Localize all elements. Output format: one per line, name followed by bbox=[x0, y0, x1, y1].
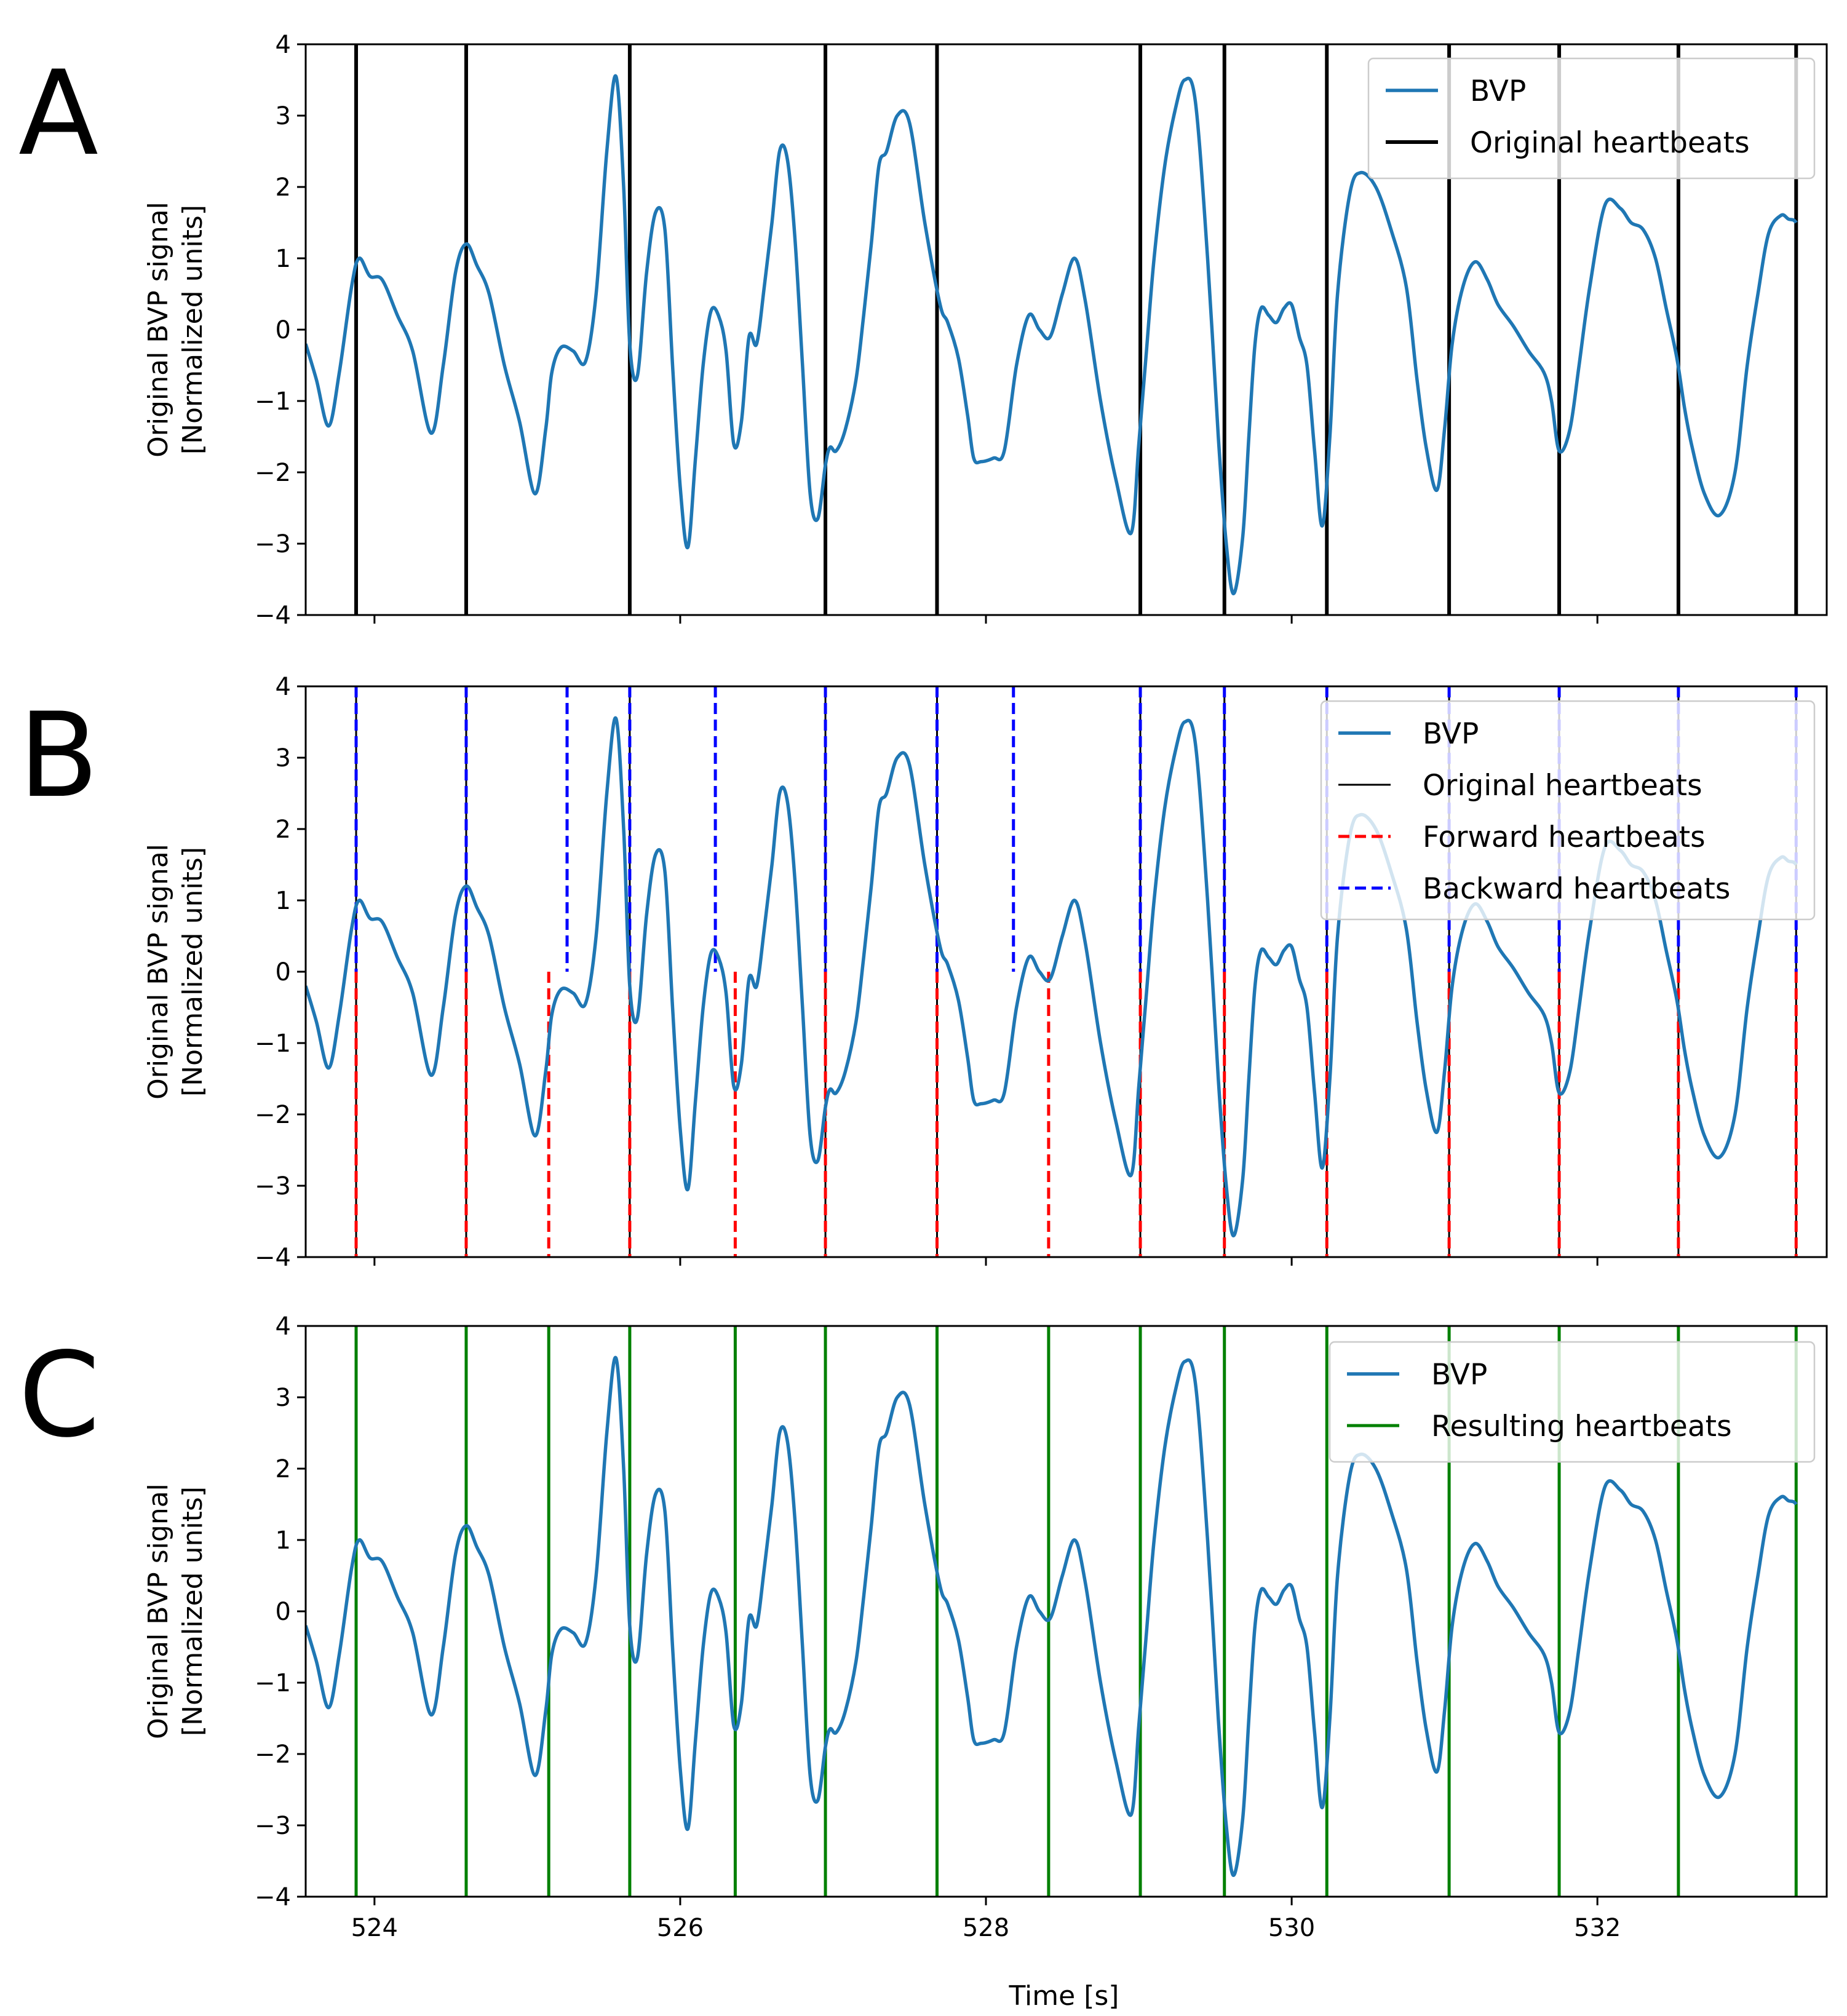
x-tick-label: 524 bbox=[351, 1914, 398, 1942]
x-tick-label: 530 bbox=[1268, 1914, 1315, 1942]
x-tick-label: 526 bbox=[657, 1914, 704, 1942]
y-tick-label: 0 bbox=[276, 316, 291, 344]
y-tick-label: 3 bbox=[276, 744, 291, 772]
bvp-line bbox=[306, 716, 1798, 1237]
plot-frame bbox=[304, 43, 1828, 616]
y-tick-label: 3 bbox=[276, 102, 291, 130]
panel-b: B −4 −3 −2 −1 0 1 2 3 4 Original BVP signal [Normal… bbox=[18, 673, 1828, 1272]
y-axis-label-units: [Normalized units] bbox=[177, 1486, 209, 1736]
y-tick-label: 4 bbox=[276, 1312, 291, 1341]
y-tick-label: −1 bbox=[255, 387, 291, 416]
bvp-line bbox=[306, 74, 1798, 595]
x-tick-label: 528 bbox=[963, 1914, 1009, 1942]
legend-label: BVP bbox=[1423, 717, 1479, 751]
y-tick-label: 4 bbox=[276, 31, 291, 59]
y-axis-label-units: [Normalized units] bbox=[177, 205, 209, 454]
y-tick-label: 2 bbox=[276, 1455, 291, 1483]
legend-label: BVP bbox=[1470, 74, 1526, 108]
legend-label: Original heartbeats bbox=[1423, 769, 1702, 803]
x-axis-label: Time [s] bbox=[1009, 1980, 1119, 2012]
y-tick-label: 2 bbox=[276, 816, 291, 844]
y-tick-label: −2 bbox=[255, 459, 291, 487]
legend-label: Original heartbeats bbox=[1470, 126, 1750, 160]
y-tick-label: 0 bbox=[276, 1598, 291, 1626]
panel-c: C −4 −3 −2 −1 0 1 2 3 4 524 526 528 530 532 Original BV… bbox=[18, 1312, 1828, 1942]
y-tick-label: −2 bbox=[255, 1740, 291, 1769]
panel-letter: C bbox=[18, 1327, 100, 1463]
y-tick-label: −4 bbox=[255, 601, 291, 630]
panel-a: A −4 −3 −2 −1 0 1 2 3 4 Original BVP signal [Normal… bbox=[18, 31, 1828, 630]
y-tick-label: 1 bbox=[276, 887, 291, 915]
legend-box bbox=[1367, 57, 1816, 180]
x-tick-label: 532 bbox=[1574, 1914, 1621, 1942]
legend-label: BVP bbox=[1431, 1358, 1487, 1392]
y-tick-label: −2 bbox=[255, 1101, 291, 1129]
y-tick-label: −3 bbox=[255, 530, 291, 558]
panel-letter: B bbox=[18, 688, 98, 823]
y-tick-label: −1 bbox=[255, 1030, 291, 1058]
bvp-line bbox=[306, 1355, 1798, 1877]
y-tick-label: −1 bbox=[255, 1669, 291, 1697]
legend-box bbox=[1329, 1341, 1816, 1463]
legend: BVP Original heartbeats bbox=[1367, 57, 1816, 180]
y-axis-label-units: [Normalized units] bbox=[177, 847, 209, 1097]
y-axis-label: Original BVP signal bbox=[143, 202, 174, 458]
legend-label: Backward heartbeats bbox=[1423, 872, 1730, 906]
plot-frame bbox=[304, 685, 1828, 1258]
y-tick-label: 1 bbox=[276, 245, 291, 273]
y-tick-label: −4 bbox=[255, 1883, 291, 1911]
y-tick-label: 4 bbox=[276, 673, 291, 701]
y-tick-label: 3 bbox=[276, 1384, 291, 1412]
plot-frame bbox=[304, 1325, 1828, 1898]
y-tick-label: 1 bbox=[276, 1526, 291, 1555]
y-tick-label: −3 bbox=[255, 1172, 291, 1200]
y-tick-label: 0 bbox=[276, 958, 291, 986]
legend: BVP Resulting heartbeats bbox=[1329, 1341, 1816, 1463]
y-axis-label: Original BVP signal bbox=[143, 844, 174, 1100]
legend-box bbox=[1320, 700, 1816, 921]
legend: BVP Original heartbeats Forward heartbeats… bbox=[1320, 700, 1816, 921]
y-tick-label: −4 bbox=[255, 1244, 291, 1272]
panel-letter: A bbox=[18, 46, 98, 181]
legend-label: Forward heartbeats bbox=[1423, 820, 1706, 854]
legend-label: Resulting heartbeats bbox=[1431, 1410, 1732, 1443]
y-tick-label: −3 bbox=[255, 1812, 291, 1840]
y-tick-label: 2 bbox=[276, 173, 291, 202]
y-axis-label: Original BVP signal bbox=[143, 1483, 174, 1739]
